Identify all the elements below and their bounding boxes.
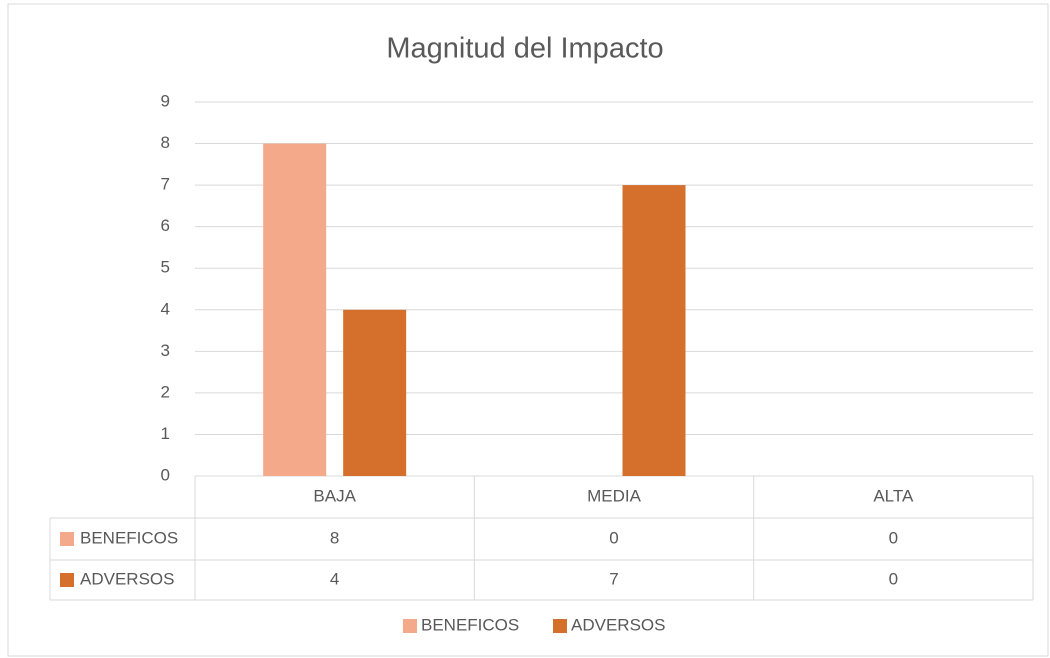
y-tick-label: 6: [161, 216, 170, 235]
legend-label: ADVERSOS: [571, 615, 665, 634]
bar: [263, 143, 327, 477]
table-value: 8: [330, 528, 339, 547]
x-tick-label: MEDIA: [587, 486, 642, 505]
bar: [622, 185, 686, 476]
table-row-label: BENEFICOS: [80, 528, 178, 547]
chart-title: Magnitud del Impacto: [386, 33, 663, 65]
table-value: 4: [330, 569, 339, 588]
y-tick-label: 5: [161, 258, 170, 277]
table-value: 0: [609, 528, 618, 547]
table-value: 0: [889, 528, 898, 547]
y-tick-label: 0: [161, 465, 170, 484]
table-legend-key: [60, 532, 74, 546]
y-tick-label: 4: [161, 299, 170, 318]
legend-label: BENEFICOS: [421, 615, 519, 634]
x-tick-label: ALTA: [873, 486, 914, 505]
table-value: 0: [889, 569, 898, 588]
table-value: 7: [609, 569, 618, 588]
table-row-label: ADVERSOS: [80, 569, 174, 588]
y-tick-label: 2: [161, 382, 170, 401]
y-tick-label: 8: [161, 133, 170, 152]
x-tick-label: BAJA: [313, 486, 356, 505]
table-legend-key: [60, 573, 74, 587]
chart-border: [7, 3, 1049, 657]
legend-key: [553, 619, 567, 633]
y-tick-label: 7: [161, 175, 170, 194]
y-tick-label: 3: [161, 341, 170, 360]
bar: [343, 309, 407, 476]
legend-key: [403, 619, 417, 633]
y-tick-label: 1: [161, 424, 170, 443]
y-tick-label: 9: [161, 91, 170, 110]
